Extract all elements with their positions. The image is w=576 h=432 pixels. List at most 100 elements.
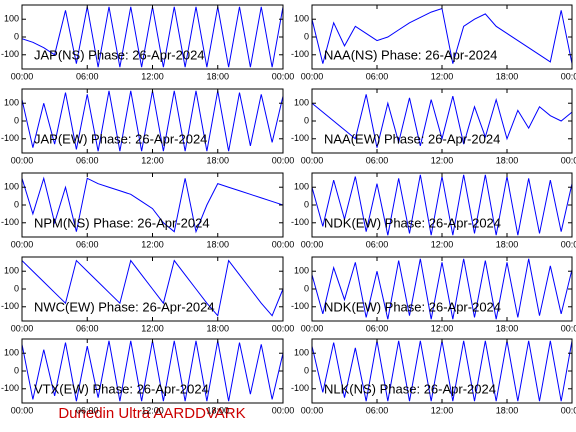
- y-tick-label: 0: [14, 115, 19, 125]
- x-tick-label: 18:00: [206, 239, 229, 249]
- y-tick-label: -100: [1, 49, 19, 59]
- panel: -100010000:0006:0012:0018:0000:00NLK(NS)…: [291, 338, 576, 415]
- y-tick-label: 0: [304, 199, 309, 209]
- phase-line: [22, 176, 283, 234]
- phase-line: [312, 258, 572, 320]
- y-tick-label: 100: [294, 348, 309, 358]
- x-tick-label: 00:00: [301, 405, 324, 415]
- y-tick-label: 100: [4, 98, 19, 108]
- x-tick-label: 00:00: [561, 239, 576, 249]
- panel: -100010000:0006:0012:0018:0000:00NDK(EW)…: [291, 256, 576, 333]
- x-tick-label: 06:00: [366, 239, 389, 249]
- y-tick-label: -100: [291, 383, 309, 393]
- x-tick-label: 00:00: [11, 239, 34, 249]
- x-tick-label: 00:00: [561, 323, 576, 333]
- y-tick-label: 0: [14, 365, 19, 375]
- x-tick-label: 12:00: [141, 71, 164, 81]
- x-tick-label: 12:00: [431, 405, 454, 415]
- y-tick-label: 100: [294, 182, 309, 192]
- x-tick-label: 12:00: [431, 323, 454, 333]
- x-tick-label: 00:00: [561, 71, 576, 81]
- footer: Dunedin Ultra AARDDVARK: [58, 405, 245, 422]
- panel: -100010000:0006:0012:0018:0000:00NDK(EW)…: [291, 172, 576, 249]
- y-tick-label: -100: [291, 217, 309, 227]
- y-tick-label: 0: [304, 365, 309, 375]
- x-tick-label: 00:00: [11, 71, 34, 81]
- x-tick-label: 12:00: [431, 155, 454, 165]
- x-tick-label: 18:00: [496, 239, 519, 249]
- x-tick-label: 12:00: [141, 155, 164, 165]
- x-tick-label: 06:00: [76, 155, 99, 165]
- y-tick-label: -100: [291, 133, 309, 143]
- y-tick-label: 100: [294, 98, 309, 108]
- panel-title: JAP(NS) Phase: 26-Apr-2024: [34, 47, 205, 62]
- x-tick-label: 00:00: [301, 239, 324, 249]
- y-tick-label: 0: [304, 115, 309, 125]
- x-tick-label: 06:00: [366, 71, 389, 81]
- x-tick-label: 00:00: [301, 323, 324, 333]
- y-tick-label: 100: [4, 348, 19, 358]
- y-tick-label: 0: [304, 31, 309, 41]
- y-tick-label: -100: [1, 217, 19, 227]
- plot: [312, 258, 572, 320]
- panel-title: NLK(NS) Phase: 26-Apr-2024: [324, 381, 496, 396]
- x-tick-label: 06:00: [76, 323, 99, 333]
- y-tick-label: -100: [291, 49, 309, 59]
- x-tick-label: 06:00: [366, 155, 389, 165]
- panel-title: VTX(EW) Phase: 26-Apr-2024: [34, 381, 209, 396]
- x-tick-label: 18:00: [496, 155, 519, 165]
- x-tick-label: 00:00: [11, 323, 34, 333]
- panel-title: NWC(EW) Phase: 26-Apr-2024: [34, 299, 215, 314]
- y-tick-label: 100: [4, 14, 19, 24]
- y-tick-label: 100: [4, 182, 19, 192]
- panel-title: NAA(EW) Phase: 26-Apr-2024: [324, 131, 500, 146]
- x-tick-label: 06:00: [366, 323, 389, 333]
- x-tick-label: 06:00: [76, 71, 99, 81]
- x-tick-label: 18:00: [206, 323, 229, 333]
- x-tick-label: 00:00: [561, 155, 576, 165]
- x-tick-label: 00:00: [272, 405, 295, 415]
- y-tick-label: 0: [14, 283, 19, 293]
- x-tick-label: 00:00: [301, 155, 324, 165]
- y-tick-label: 0: [14, 31, 19, 41]
- y-tick-label: 100: [294, 14, 309, 24]
- x-tick-label: 00:00: [11, 405, 34, 415]
- phase-line: [312, 94, 572, 148]
- x-tick-label: 00:00: [561, 405, 576, 415]
- y-tick-label: 0: [14, 199, 19, 209]
- x-tick-label: 18:00: [206, 155, 229, 165]
- x-tick-label: 18:00: [206, 405, 229, 415]
- x-tick-label: 18:00: [496, 323, 519, 333]
- x-tick-label: 12:00: [431, 239, 454, 249]
- panel-title: NPM(NS) Phase: 26-Apr-2024: [34, 215, 210, 230]
- x-tick-label: 12:00: [141, 239, 164, 249]
- x-tick-label: 00:00: [272, 155, 295, 165]
- y-tick-label: -100: [1, 133, 19, 143]
- x-tick-label: 06:00: [366, 405, 389, 415]
- x-tick-label: 06:00: [76, 405, 99, 415]
- panel-title: NDK(EW) Phase: 26-Apr-2024: [324, 299, 501, 314]
- plot: [22, 259, 283, 317]
- x-tick-label: 00:00: [301, 71, 324, 81]
- panel-title: NAA(NS) Phase: 26-Apr-2024: [324, 47, 497, 62]
- panel-title: JAP(EW) Phase: 26-Apr-2024: [34, 131, 207, 146]
- y-tick-label: 100: [4, 266, 19, 276]
- phase-line: [22, 259, 283, 317]
- x-tick-label: 18:00: [496, 405, 519, 415]
- x-tick-label: 00:00: [272, 71, 295, 81]
- y-tick-label: -100: [1, 383, 19, 393]
- x-tick-label: 18:00: [206, 71, 229, 81]
- x-tick-label: 12:00: [141, 323, 164, 333]
- x-tick-label: 12:00: [431, 71, 454, 81]
- x-tick-label: 18:00: [496, 71, 519, 81]
- x-tick-label: 00:00: [11, 155, 34, 165]
- y-tick-label: 100: [294, 266, 309, 276]
- y-tick-label: 0: [304, 283, 309, 293]
- plot: [22, 176, 283, 234]
